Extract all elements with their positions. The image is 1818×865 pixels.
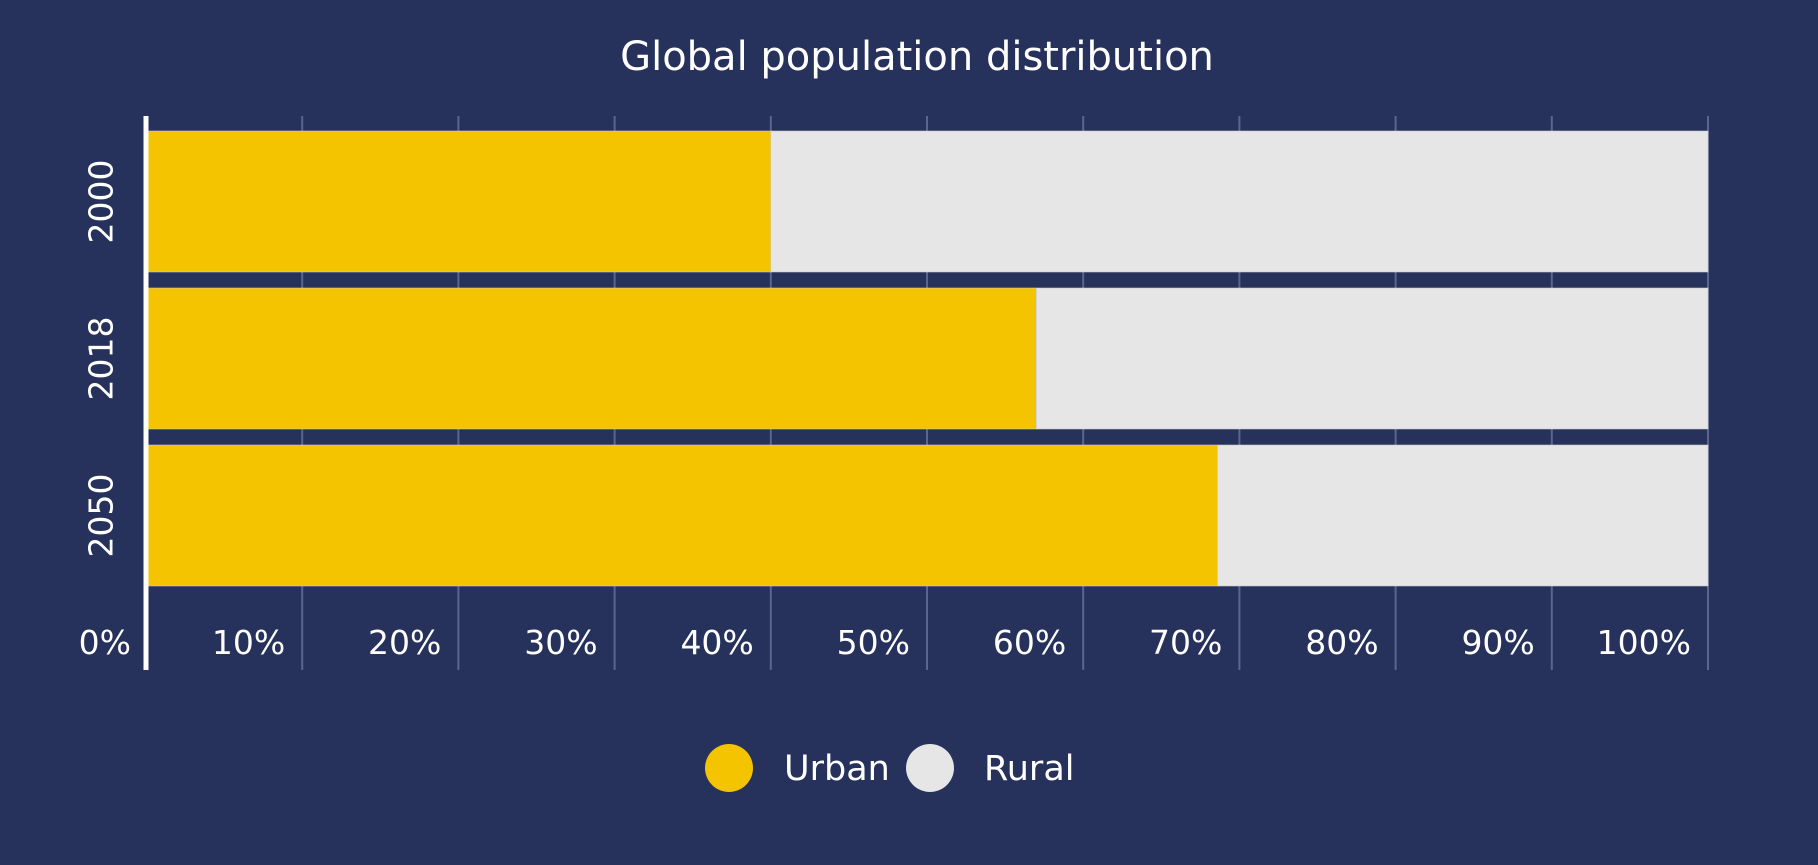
bar-urban-2018[interactable]	[145, 287, 1037, 430]
bar-urban-2000[interactable]	[145, 130, 772, 273]
bar-urban-2050[interactable]	[145, 444, 1218, 587]
bar-rural-2000[interactable]	[770, 130, 1709, 273]
x-tick-label: 100%	[1597, 623, 1691, 662]
bars	[145, 130, 1709, 587]
x-tick-label: 40%	[680, 623, 753, 662]
legend-label: Rural	[984, 749, 1075, 789]
bar-rural-2050[interactable]	[1217, 444, 1709, 587]
legend-item-urban[interactable]: Urban	[705, 744, 890, 792]
x-tick-label: 0%	[79, 623, 131, 662]
chart-title: Global population distribution	[620, 34, 1214, 80]
x-tick-label: 90%	[1461, 623, 1534, 662]
legend-item-rural[interactable]: Rural	[906, 744, 1075, 792]
x-tick-label: 30%	[524, 623, 597, 662]
legend-swatch	[705, 744, 753, 792]
x-tick-labels: 0% 10% 20% 30% 40% 50% 60% 70% 80% 90% 100%	[79, 623, 1691, 662]
x-tick-label: 10%	[212, 623, 285, 662]
x-tick-label: 50%	[837, 623, 910, 662]
legend-swatch	[906, 744, 954, 792]
x-tick-label: 20%	[368, 623, 441, 662]
category-label: 2018	[82, 317, 121, 401]
x-tick-label: 80%	[1305, 623, 1378, 662]
category-label: 2050	[82, 474, 121, 558]
y-category-labels: 2000 2018 2050	[82, 160, 121, 558]
x-tick-label: 70%	[1149, 623, 1222, 662]
legend: Urban Rural	[705, 744, 1075, 792]
x-tick-label: 60%	[993, 623, 1066, 662]
bar-rural-2018[interactable]	[1036, 287, 1709, 430]
legend-label: Urban	[784, 749, 890, 789]
category-label: 2000	[82, 160, 121, 244]
